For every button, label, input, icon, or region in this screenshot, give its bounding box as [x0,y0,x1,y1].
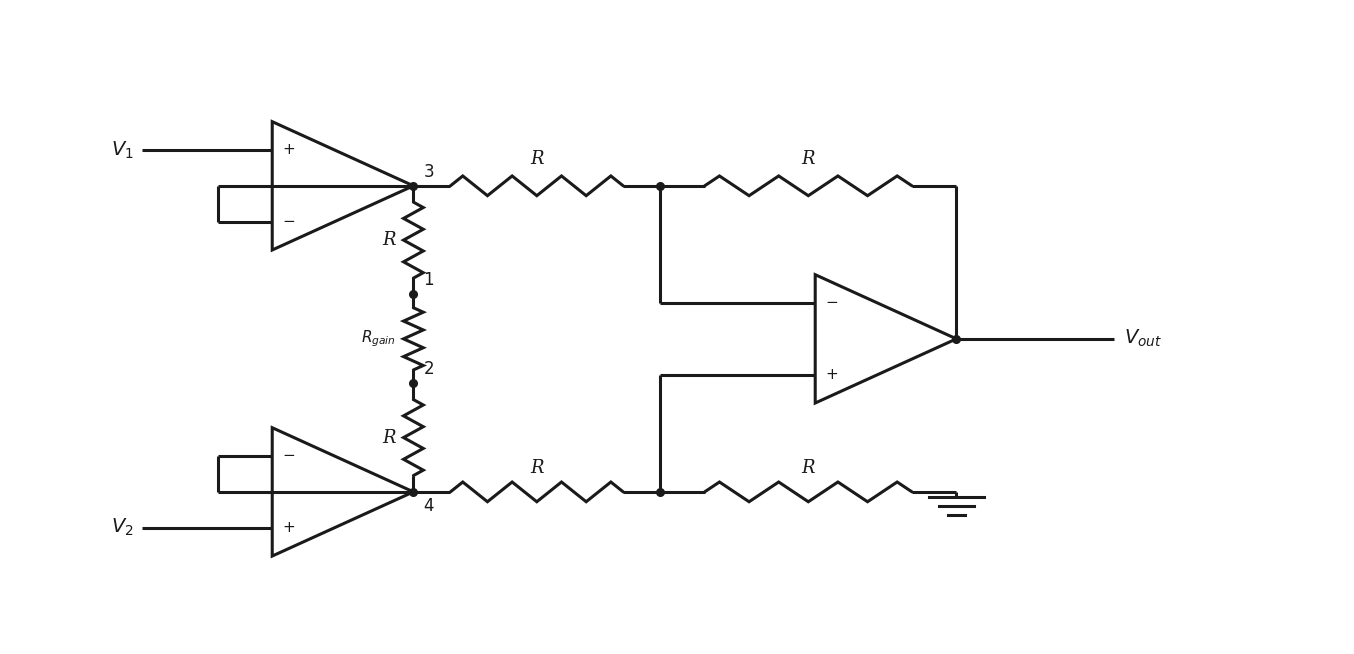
Text: 3: 3 [424,163,433,181]
Text: 4: 4 [424,497,433,515]
Text: −: − [826,296,838,311]
Text: 1: 1 [424,271,433,290]
Text: R: R [382,231,395,249]
Text: −: − [283,449,295,464]
Text: R: R [802,459,815,477]
Text: +: + [826,368,838,383]
Text: $V_{out}$: $V_{out}$ [1124,328,1162,349]
Text: R: R [802,150,815,168]
Text: +: + [283,521,295,536]
Text: R: R [382,428,395,447]
Text: +: + [283,143,295,158]
Text: $R_{gain}$: $R_{gain}$ [360,328,395,349]
Text: R: R [529,150,543,168]
Text: R: R [529,459,543,477]
Text: $V_2$: $V_2$ [111,517,134,538]
Text: 2: 2 [424,360,433,378]
Text: $V_1$: $V_1$ [111,139,134,160]
Text: −: − [283,215,295,230]
